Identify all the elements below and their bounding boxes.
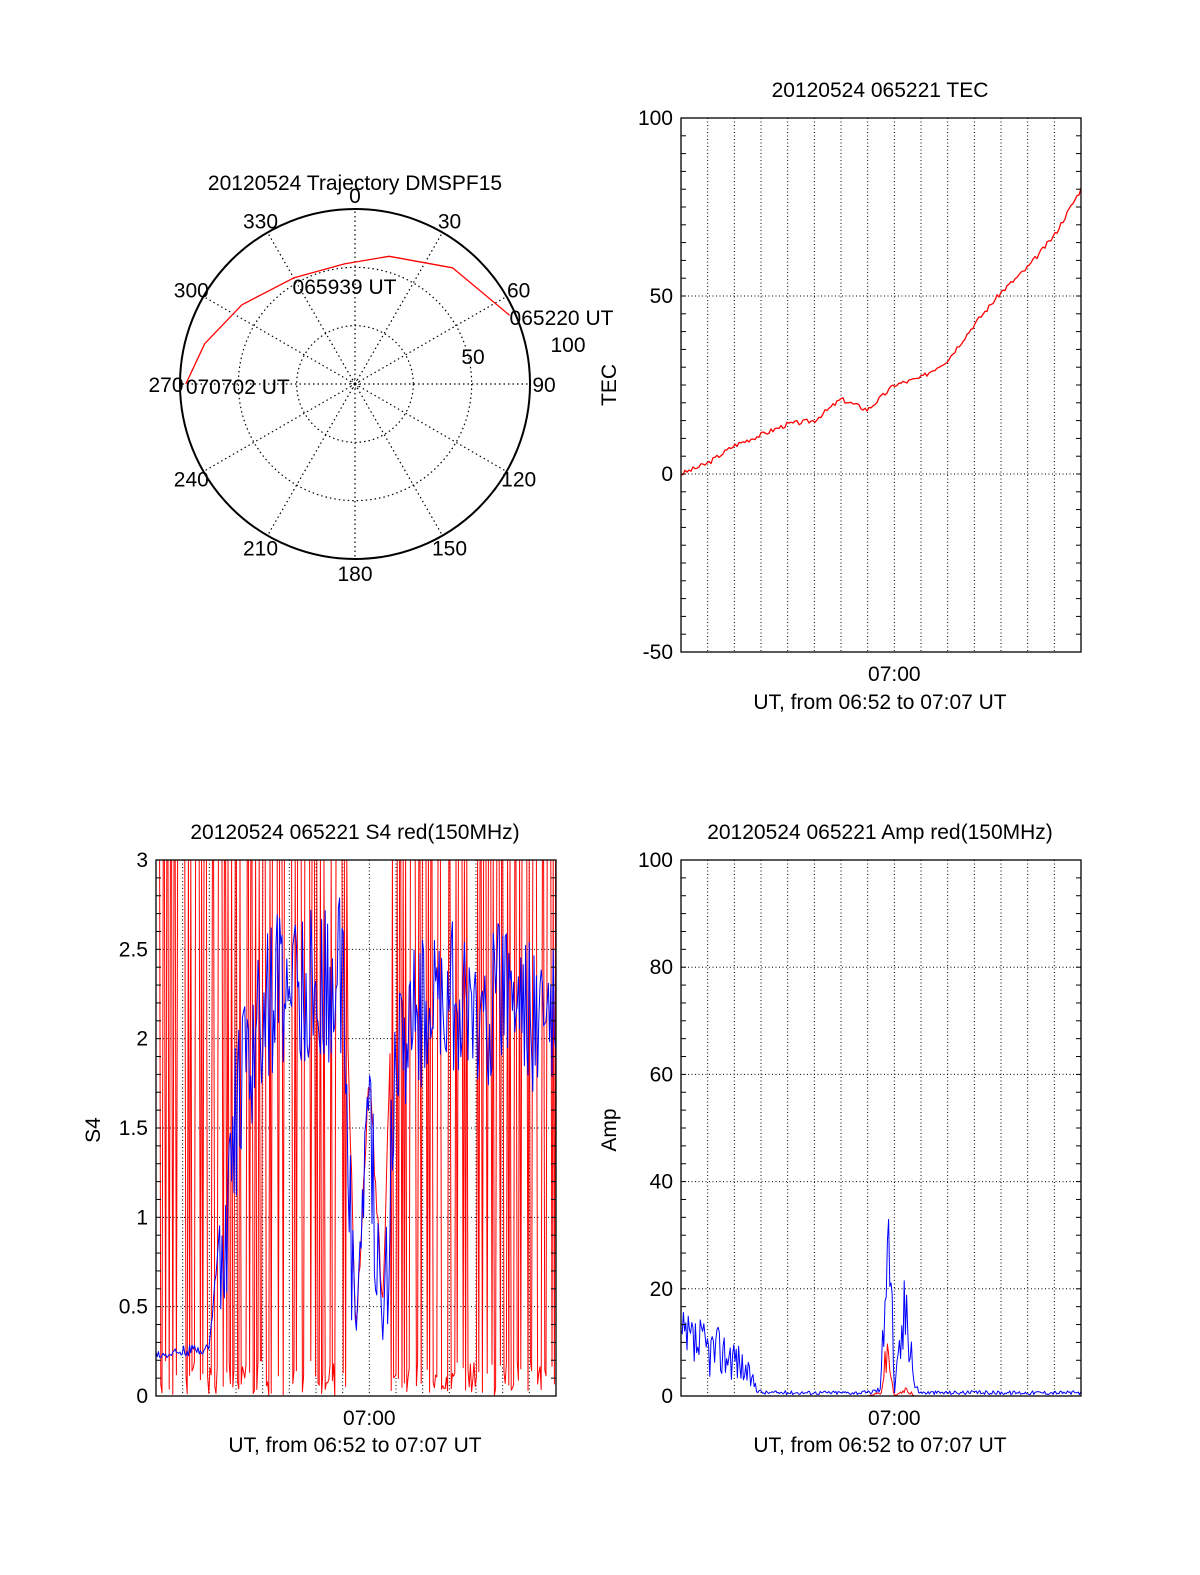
polar-track: 065220 UT 065939 UT 070702 UT [185, 255, 614, 399]
x-tick-label: 07:00 [868, 663, 921, 686]
polar-ring-1 [296, 325, 414, 443]
polar-azimuth-label: 0 [349, 185, 361, 208]
polar-ring-label: 100 [550, 334, 585, 357]
y-tick-label: 0 [661, 463, 673, 486]
polar-spoke-10 [203, 295, 356, 385]
y-tick-label: 0 [136, 1385, 148, 1408]
y-tick-label: 2.5 [119, 938, 148, 961]
y-tick-label: 0.5 [119, 1296, 148, 1319]
plot-frame [680, 859, 1082, 1397]
tec-xlabel: UT, from 06:52 to 07:07 UT [753, 691, 1006, 714]
series-line-0 [680, 188, 1082, 476]
polar-title: 20120524 Trajectory DMSPF15 [208, 172, 502, 195]
polar-azimuth-labels: 0 30 60 90 120 150 180 210 240 270 300 330 50 100 [148, 185, 585, 586]
polar-spoke-2 [354, 295, 507, 385]
y-tick-label: 100 [638, 107, 673, 130]
y-tick-label: 80 [650, 956, 673, 979]
polar-ring-label: 50 [461, 346, 484, 369]
amp-chart: 20120524 065221 Amp red(150MHz) UT, from… [598, 821, 1082, 1457]
polar-azimuth-label: 30 [438, 210, 461, 233]
amp-xlabel: UT, from 06:52 to 07:07 UT [753, 1434, 1006, 1457]
polar-ring-0 [237, 266, 473, 502]
polar-outer-circle [179, 208, 531, 560]
y-tick-label: 1.5 [119, 1117, 148, 1140]
polar-azimuth-label: 60 [507, 280, 530, 303]
s4-title: 20120524 065221 S4 red(150MHz) [190, 821, 519, 844]
polar-grid [179, 208, 531, 560]
polar-spoke-1 [354, 232, 444, 385]
polar-azimuth-label: 120 [501, 469, 536, 492]
y-tick-label: 2 [136, 1028, 148, 1051]
tec-ylabel: TEC [598, 364, 621, 406]
polar-spoke-7 [266, 383, 356, 536]
tec-chart: 20120524 065221 TEC UT, from 06:52 to 07… [598, 79, 1082, 714]
polar-spoke-11 [266, 232, 356, 385]
polar-azimuth-label: 150 [432, 538, 467, 561]
polar-azimuth-label: 240 [174, 469, 209, 492]
polar-track-label: 070702 UT [186, 376, 290, 399]
y-tick-label: 60 [650, 1063, 673, 1086]
y-tick-label: 50 [650, 285, 673, 308]
polar-azimuth-label: 270 [148, 374, 183, 397]
s4-xlabel: UT, from 06:52 to 07:07 UT [228, 1434, 481, 1457]
polar-spoke-4 [354, 383, 507, 473]
polar-track-label: 065220 UT [510, 307, 614, 330]
polar-azimuth-label: 330 [243, 210, 278, 233]
y-tick-label: 0 [661, 1385, 673, 1408]
polar-track-line [185, 255, 510, 385]
polar-azimuth-label: 300 [174, 280, 209, 303]
polar-azimuth-label: 180 [337, 563, 372, 586]
y-tick-label: 1 [136, 1206, 148, 1229]
s4-ylabel: S4 [82, 1117, 105, 1143]
plot-frame [680, 117, 1082, 653]
tec-title: 20120524 065221 TEC [772, 79, 989, 102]
y-tick-label: 3 [136, 849, 148, 872]
x-tick-label: 07:00 [343, 1407, 396, 1430]
s4-chart: 20120524 065221 S4 red(150MHz) UT, from … [82, 821, 557, 1457]
polar-azimuth-label: 90 [532, 374, 555, 397]
y-tick-label: 100 [638, 849, 673, 872]
polar-center [350, 379, 360, 389]
polar-spoke-5 [354, 383, 444, 536]
x-tick-label: 07:00 [868, 1407, 921, 1430]
y-tick-label: 40 [650, 1171, 673, 1194]
amp-ylabel: Amp [598, 1108, 621, 1151]
series-line-1 [155, 897, 557, 1359]
y-tick-label: -50 [643, 641, 673, 664]
amp-title: 20120524 065221 Amp red(150MHz) [707, 821, 1053, 844]
polar-track-label: 065939 UT [293, 276, 397, 299]
series-line-0 [680, 1218, 1082, 1396]
polar-azimuth-label: 210 [243, 538, 278, 561]
polar-trajectory-plot: 20120524 Trajectory DMSPF15 0 30 60 90 120 15… [148, 172, 613, 586]
y-tick-label: 20 [650, 1278, 673, 1301]
